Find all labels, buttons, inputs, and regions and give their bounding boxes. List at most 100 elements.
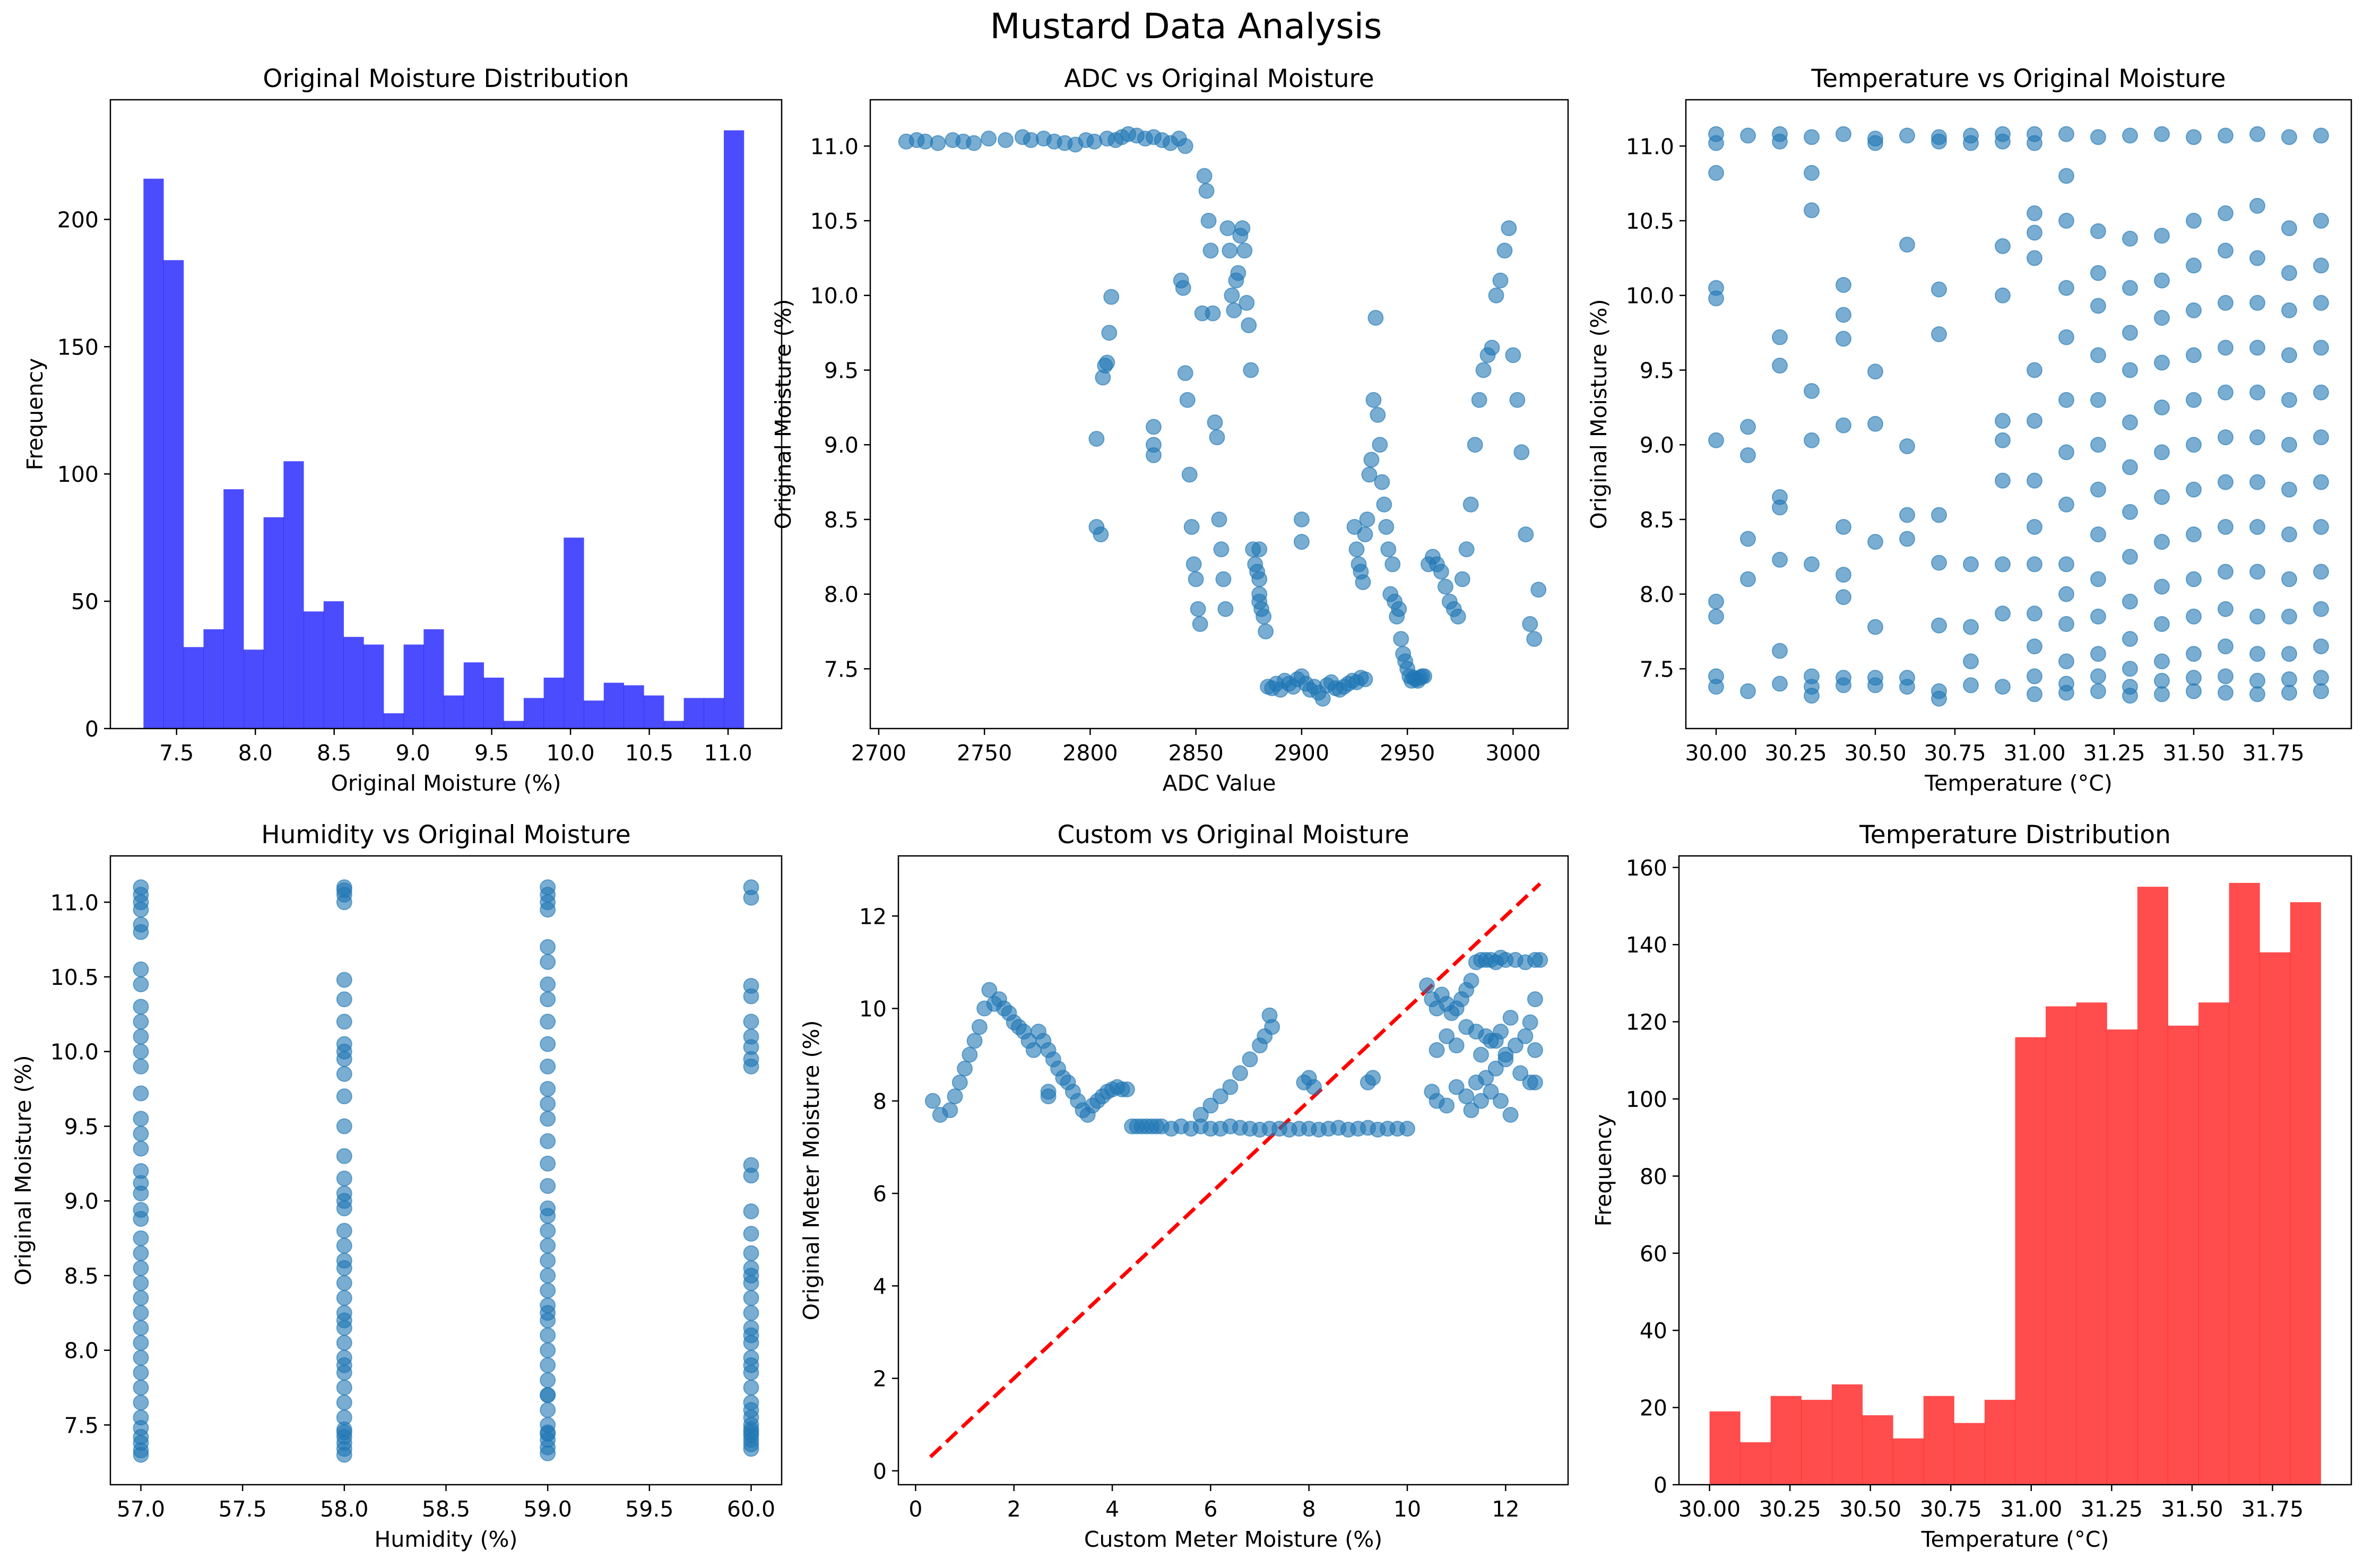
histogram-bar [2137, 887, 2168, 1485]
scatter-point [2249, 474, 2265, 490]
scatter-point [1380, 541, 1397, 558]
scatter-point [2090, 298, 2106, 314]
scatter-point [2027, 472, 2042, 489]
x-tick-label: 10 [1393, 1496, 1421, 1522]
scatter-point [1517, 1028, 1534, 1044]
scatter-point [743, 1267, 759, 1284]
scatter-point [2186, 646, 2202, 662]
scatter-point [540, 1327, 556, 1344]
x-tick-label: 30.25 [1759, 1496, 1821, 1522]
scatter-point [2218, 242, 2234, 259]
scatter-point [1463, 1102, 1479, 1119]
scatter-point [540, 1081, 556, 1097]
y-tick-label: 10.5 [810, 209, 859, 234]
scatter-point [1188, 571, 1204, 587]
axes-frame [1678, 855, 2352, 1486]
histogram-bar [243, 649, 264, 729]
y-tick-label: 0 [85, 716, 99, 742]
x-tick-label: 10.5 [625, 740, 673, 766]
scatter-point [1348, 541, 1365, 558]
scatter-point [2027, 668, 2042, 685]
scatter-point [133, 902, 149, 918]
x-tick-label: 12 [1492, 1496, 1519, 1522]
x-tick-label: 30.75 [1920, 1496, 1982, 1522]
scatter-point [2249, 608, 2265, 625]
scatter-point [1211, 511, 1227, 527]
scatter-point [1772, 675, 1788, 692]
scatter-point [1995, 413, 2011, 429]
scatter-point [2218, 601, 2234, 617]
x-tick-label: 57.0 [117, 1496, 165, 1522]
scatter-point [1995, 679, 2011, 695]
axes-frame [869, 99, 1569, 730]
scatter-point [743, 1424, 759, 1441]
histogram-bar [1740, 1442, 1771, 1485]
scatter-point [1119, 1081, 1135, 1098]
scatter-point [1931, 281, 1947, 298]
x-axis-label: Original Moisture (%) [331, 770, 561, 796]
y-tick-label: 7.5 [1640, 656, 1674, 682]
scatter-point [942, 1102, 958, 1119]
scatter-point [336, 882, 352, 898]
x-tick-label: 30.25 [1764, 740, 1826, 766]
x-tick-label: 10.0 [546, 740, 594, 766]
histogram-bar [223, 489, 244, 729]
x-tick-label: 30.00 [1678, 1496, 1741, 1522]
scatter-point [2058, 444, 2074, 461]
scatter-point [540, 939, 556, 955]
chart-title: Custom vs Original Moisture [1057, 820, 1409, 850]
scatter-point [2122, 459, 2138, 475]
scatter-point [966, 135, 982, 151]
scatter-point [1458, 1088, 1475, 1105]
x-axis-label: Custom Meter Moisture (%) [1084, 1527, 1382, 1552]
scatter-point [1393, 631, 1409, 647]
scatter-point [133, 1349, 149, 1366]
scatter-point [133, 1335, 149, 1351]
scatter-point [743, 1305, 759, 1321]
scatter-point [1293, 534, 1310, 550]
scatter-point [336, 1394, 352, 1411]
y-tick-label: 60 [1640, 1241, 1667, 1267]
scatter-point [133, 1305, 149, 1321]
scatter-point [133, 1013, 149, 1030]
scatter-point [2249, 519, 2265, 535]
y-tick-label: 9.0 [64, 1189, 99, 1214]
scatter-point [1740, 683, 1756, 699]
plot-area [1708, 126, 2329, 707]
scatter-point [1532, 952, 1548, 968]
scatter-point [336, 1088, 352, 1105]
scatter-point [2058, 556, 2074, 573]
scatter-point [1374, 474, 1390, 490]
x-axis-label: ADC Value [1163, 770, 1276, 796]
scatter-point [1995, 605, 2011, 622]
scatter-point [2122, 280, 2138, 296]
histogram-bar [143, 178, 164, 729]
scatter-point [2186, 683, 2202, 699]
scatter-point [2090, 481, 2106, 498]
scatter-point [1433, 564, 1449, 580]
scatter-point [2090, 608, 2106, 625]
y-tick-label: 10.5 [50, 965, 99, 990]
scatter-point [1202, 242, 1219, 259]
figure-title: Mustard Data Analysis [990, 6, 1382, 47]
scatter-point [540, 976, 556, 993]
scatter-point [2027, 250, 2042, 266]
scatter-point [924, 1093, 941, 1109]
x-tick-label: 2900 [1274, 740, 1329, 766]
y-tick-label: 150 [57, 334, 99, 360]
scatter-point [1931, 133, 1947, 150]
scatter-point [1378, 519, 1395, 535]
scatter-point [1931, 507, 1947, 523]
scatter-point [1963, 677, 1979, 694]
scatter-point [1740, 571, 1756, 587]
scatter-point [133, 924, 149, 940]
scatter-point [1867, 415, 1883, 432]
histogram-bar [1831, 1384, 1863, 1485]
scatter-point [2058, 653, 2074, 670]
scatter-point [133, 1058, 149, 1075]
scatter-point [957, 1060, 973, 1077]
plot-area [924, 882, 1548, 1459]
scatter-point [2027, 556, 2042, 573]
scatter-point [1251, 541, 1268, 558]
